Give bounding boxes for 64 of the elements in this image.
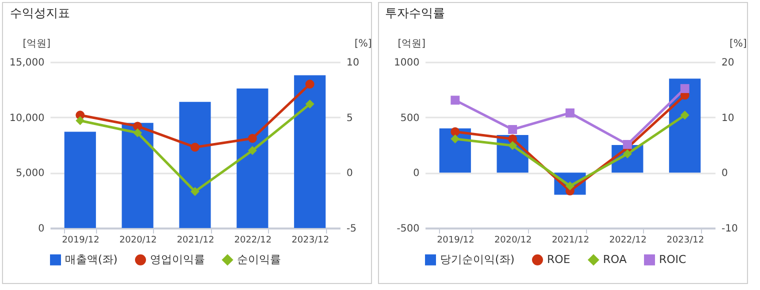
y-tick-label: -500	[396, 224, 420, 234]
y2-tick-label: 0	[346, 168, 353, 180]
point	[305, 80, 314, 89]
bar	[179, 102, 211, 228]
y-tick-label: 0	[413, 168, 420, 180]
x-tick-label: 2020/12	[494, 236, 532, 246]
x-tick-label: 2021/12	[176, 236, 214, 246]
x-tick-label: 2019/12	[62, 236, 100, 246]
legend-label: ROIC	[659, 252, 687, 266]
y-tick-label: 1000	[394, 58, 420, 68]
point	[450, 96, 460, 105]
point	[450, 134, 460, 144]
y2-tick-label: -10	[722, 224, 738, 234]
y2-tick-label: 0	[722, 168, 728, 180]
point	[566, 108, 574, 118]
point	[622, 140, 632, 149]
y2-tick-label: 10	[722, 112, 734, 124]
point	[190, 187, 200, 196]
point	[508, 134, 518, 144]
legend-label: 매출액(좌)	[65, 252, 118, 266]
y-tick-label: 500	[400, 112, 420, 124]
point	[133, 128, 142, 138]
y2-tick-label: -5	[346, 224, 356, 234]
y-tick-label: 5,000	[16, 168, 44, 180]
point	[190, 142, 200, 152]
point	[622, 149, 632, 158]
bar	[64, 132, 96, 228]
x-tick-label: 2019/12	[436, 236, 474, 246]
y-axis-title: [억원]	[398, 38, 426, 50]
legend-label: 순이익률	[237, 252, 281, 266]
point	[450, 127, 460, 136]
y2-axis-title: [%]	[354, 38, 372, 50]
bar	[122, 122, 154, 228]
y-tick-label: 15,000	[10, 58, 44, 68]
x-tick-label: 2023/12	[666, 236, 704, 246]
bar	[294, 75, 326, 228]
y2-axis-title: [%]	[730, 38, 747, 50]
legend-label: ROA	[603, 252, 628, 266]
point	[680, 84, 690, 94]
point	[508, 125, 518, 134]
point	[680, 110, 690, 120]
y-tick-label: 10,000	[10, 112, 44, 124]
y-tick-label: 0	[38, 224, 44, 234]
point	[508, 141, 518, 150]
legend-label: ROE	[547, 252, 570, 266]
chart-title: 투자수익률	[385, 6, 445, 20]
x-tick-label: 2023/12	[292, 236, 330, 246]
legend-label: 영업이익률	[150, 252, 205, 266]
x-tick-label: 2022/12	[609, 236, 647, 246]
x-tick-label: 2022/12	[234, 236, 272, 246]
point	[248, 134, 257, 143]
y2-tick-label: 10	[346, 58, 360, 68]
point	[76, 116, 85, 126]
y2-tick-label: 20	[722, 58, 734, 68]
chart-title: 수익성지표	[10, 6, 70, 20]
point	[305, 100, 314, 109]
point	[248, 146, 257, 156]
y-axis-title: [억원]	[22, 38, 51, 50]
x-tick-label: 2020/12	[119, 236, 157, 246]
point	[133, 122, 142, 131]
bar	[236, 88, 268, 228]
y2-tick-label: 5	[346, 112, 353, 124]
legend-label: 당기순이익(좌)	[440, 252, 515, 266]
x-tick-label: 2021/12	[552, 236, 590, 246]
